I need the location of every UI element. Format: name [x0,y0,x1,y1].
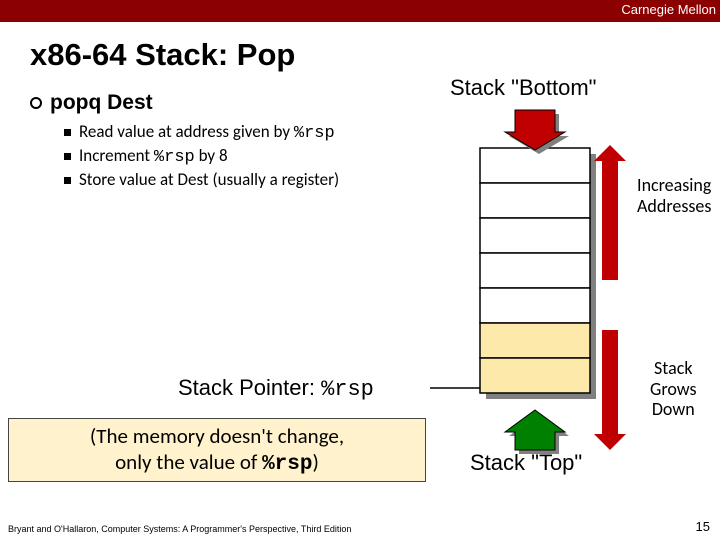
square-bullet-icon [64,153,71,160]
ring-bullet-icon [30,97,42,109]
stack-pointer-label: Stack Pointer: %rsp [178,375,374,402]
page-number: 15 [696,519,710,534]
stack-top-label: Stack "Top" [470,450,582,476]
increasing-addresses-label: Increasing Addresses [637,175,711,216]
page-title: x86-64 Stack: Pop [30,37,720,73]
square-bullet-icon [64,129,71,136]
stack-grows-down-label: Stack Grows Down [650,358,697,420]
stack-bottom-label: Stack "Bottom" [450,75,596,101]
brand-bar: Carnegie Mellon [0,0,720,22]
square-bullet-icon [64,177,71,184]
bullet-main-text: popq Dest [50,91,153,114]
note-box: (The memory doesn't change, only the val… [8,418,426,482]
footer-citation: Bryant and O'Hallaron, Computer Systems:… [8,524,351,534]
brand-text: Carnegie Mellon [621,2,716,17]
